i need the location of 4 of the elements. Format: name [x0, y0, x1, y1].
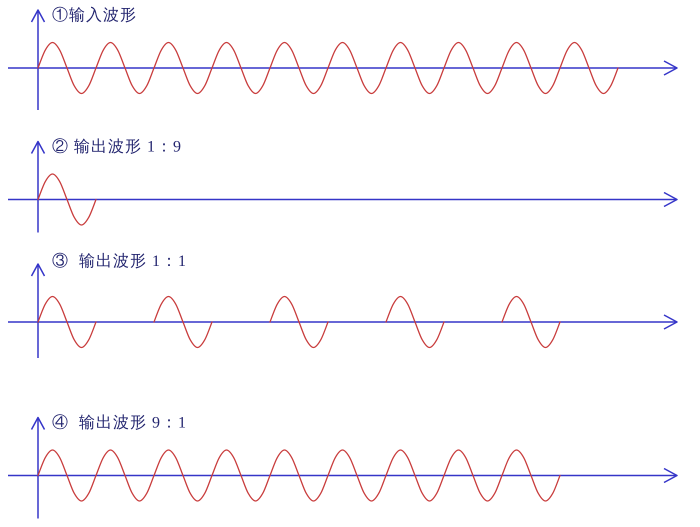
chart-title: ④ 输出波形 9：1: [52, 414, 187, 432]
chart-title: ①输入波形: [52, 6, 137, 24]
chart-title: ② 输出波形 1：9: [52, 138, 182, 156]
chart-title: ③ 输出波形 1：1: [52, 252, 187, 270]
